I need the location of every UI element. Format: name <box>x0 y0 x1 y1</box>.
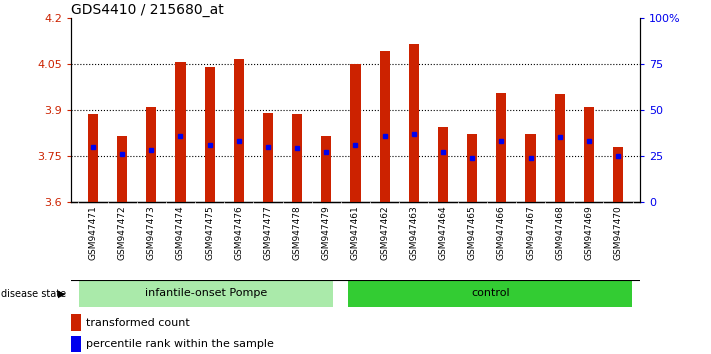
Text: infantile-onset Pompe: infantile-onset Pompe <box>145 288 267 298</box>
Bar <box>205 67 215 202</box>
Text: ▶: ▶ <box>58 289 66 299</box>
Bar <box>351 64 360 202</box>
Text: GSM947463: GSM947463 <box>410 206 418 261</box>
Text: GSM947472: GSM947472 <box>117 206 127 260</box>
Text: GSM947470: GSM947470 <box>614 206 623 261</box>
Text: GDS4410 / 215680_at: GDS4410 / 215680_at <box>71 3 224 17</box>
Text: GSM947471: GSM947471 <box>88 206 97 261</box>
Text: GSM947466: GSM947466 <box>497 206 506 261</box>
Text: transformed count: transformed count <box>87 318 191 327</box>
Text: GSM947467: GSM947467 <box>526 206 535 261</box>
Bar <box>146 107 156 202</box>
Bar <box>71 314 81 331</box>
Bar <box>380 51 390 202</box>
Text: GSM947468: GSM947468 <box>555 206 565 261</box>
Text: GSM947464: GSM947464 <box>439 206 447 260</box>
Bar <box>348 281 632 307</box>
Bar <box>409 44 419 202</box>
Text: GSM947461: GSM947461 <box>351 206 360 261</box>
Bar <box>71 336 81 352</box>
Text: GSM947475: GSM947475 <box>205 206 214 261</box>
Text: GSM947462: GSM947462 <box>380 206 389 260</box>
Text: GSM947479: GSM947479 <box>322 206 331 261</box>
Text: GSM947478: GSM947478 <box>293 206 301 261</box>
Bar <box>555 95 565 202</box>
Bar <box>584 107 594 202</box>
Text: percentile rank within the sample: percentile rank within the sample <box>87 339 274 349</box>
Bar <box>234 59 244 202</box>
Bar <box>525 134 535 202</box>
Bar <box>613 147 623 202</box>
Bar <box>496 93 506 202</box>
Text: GSM947473: GSM947473 <box>146 206 156 261</box>
Bar <box>263 113 273 202</box>
Bar <box>176 62 186 202</box>
Bar <box>292 114 302 202</box>
Bar <box>438 127 448 202</box>
Bar <box>117 136 127 202</box>
Text: GSM947469: GSM947469 <box>584 206 594 261</box>
Bar <box>88 114 98 202</box>
Bar <box>467 134 477 202</box>
Text: GSM947474: GSM947474 <box>176 206 185 260</box>
Text: GSM947477: GSM947477 <box>264 206 272 261</box>
Bar <box>79 281 333 307</box>
Bar <box>321 136 331 202</box>
Text: GSM947476: GSM947476 <box>235 206 243 261</box>
Text: control: control <box>471 288 510 298</box>
Text: disease state: disease state <box>1 289 67 299</box>
Text: GSM947465: GSM947465 <box>468 206 476 261</box>
